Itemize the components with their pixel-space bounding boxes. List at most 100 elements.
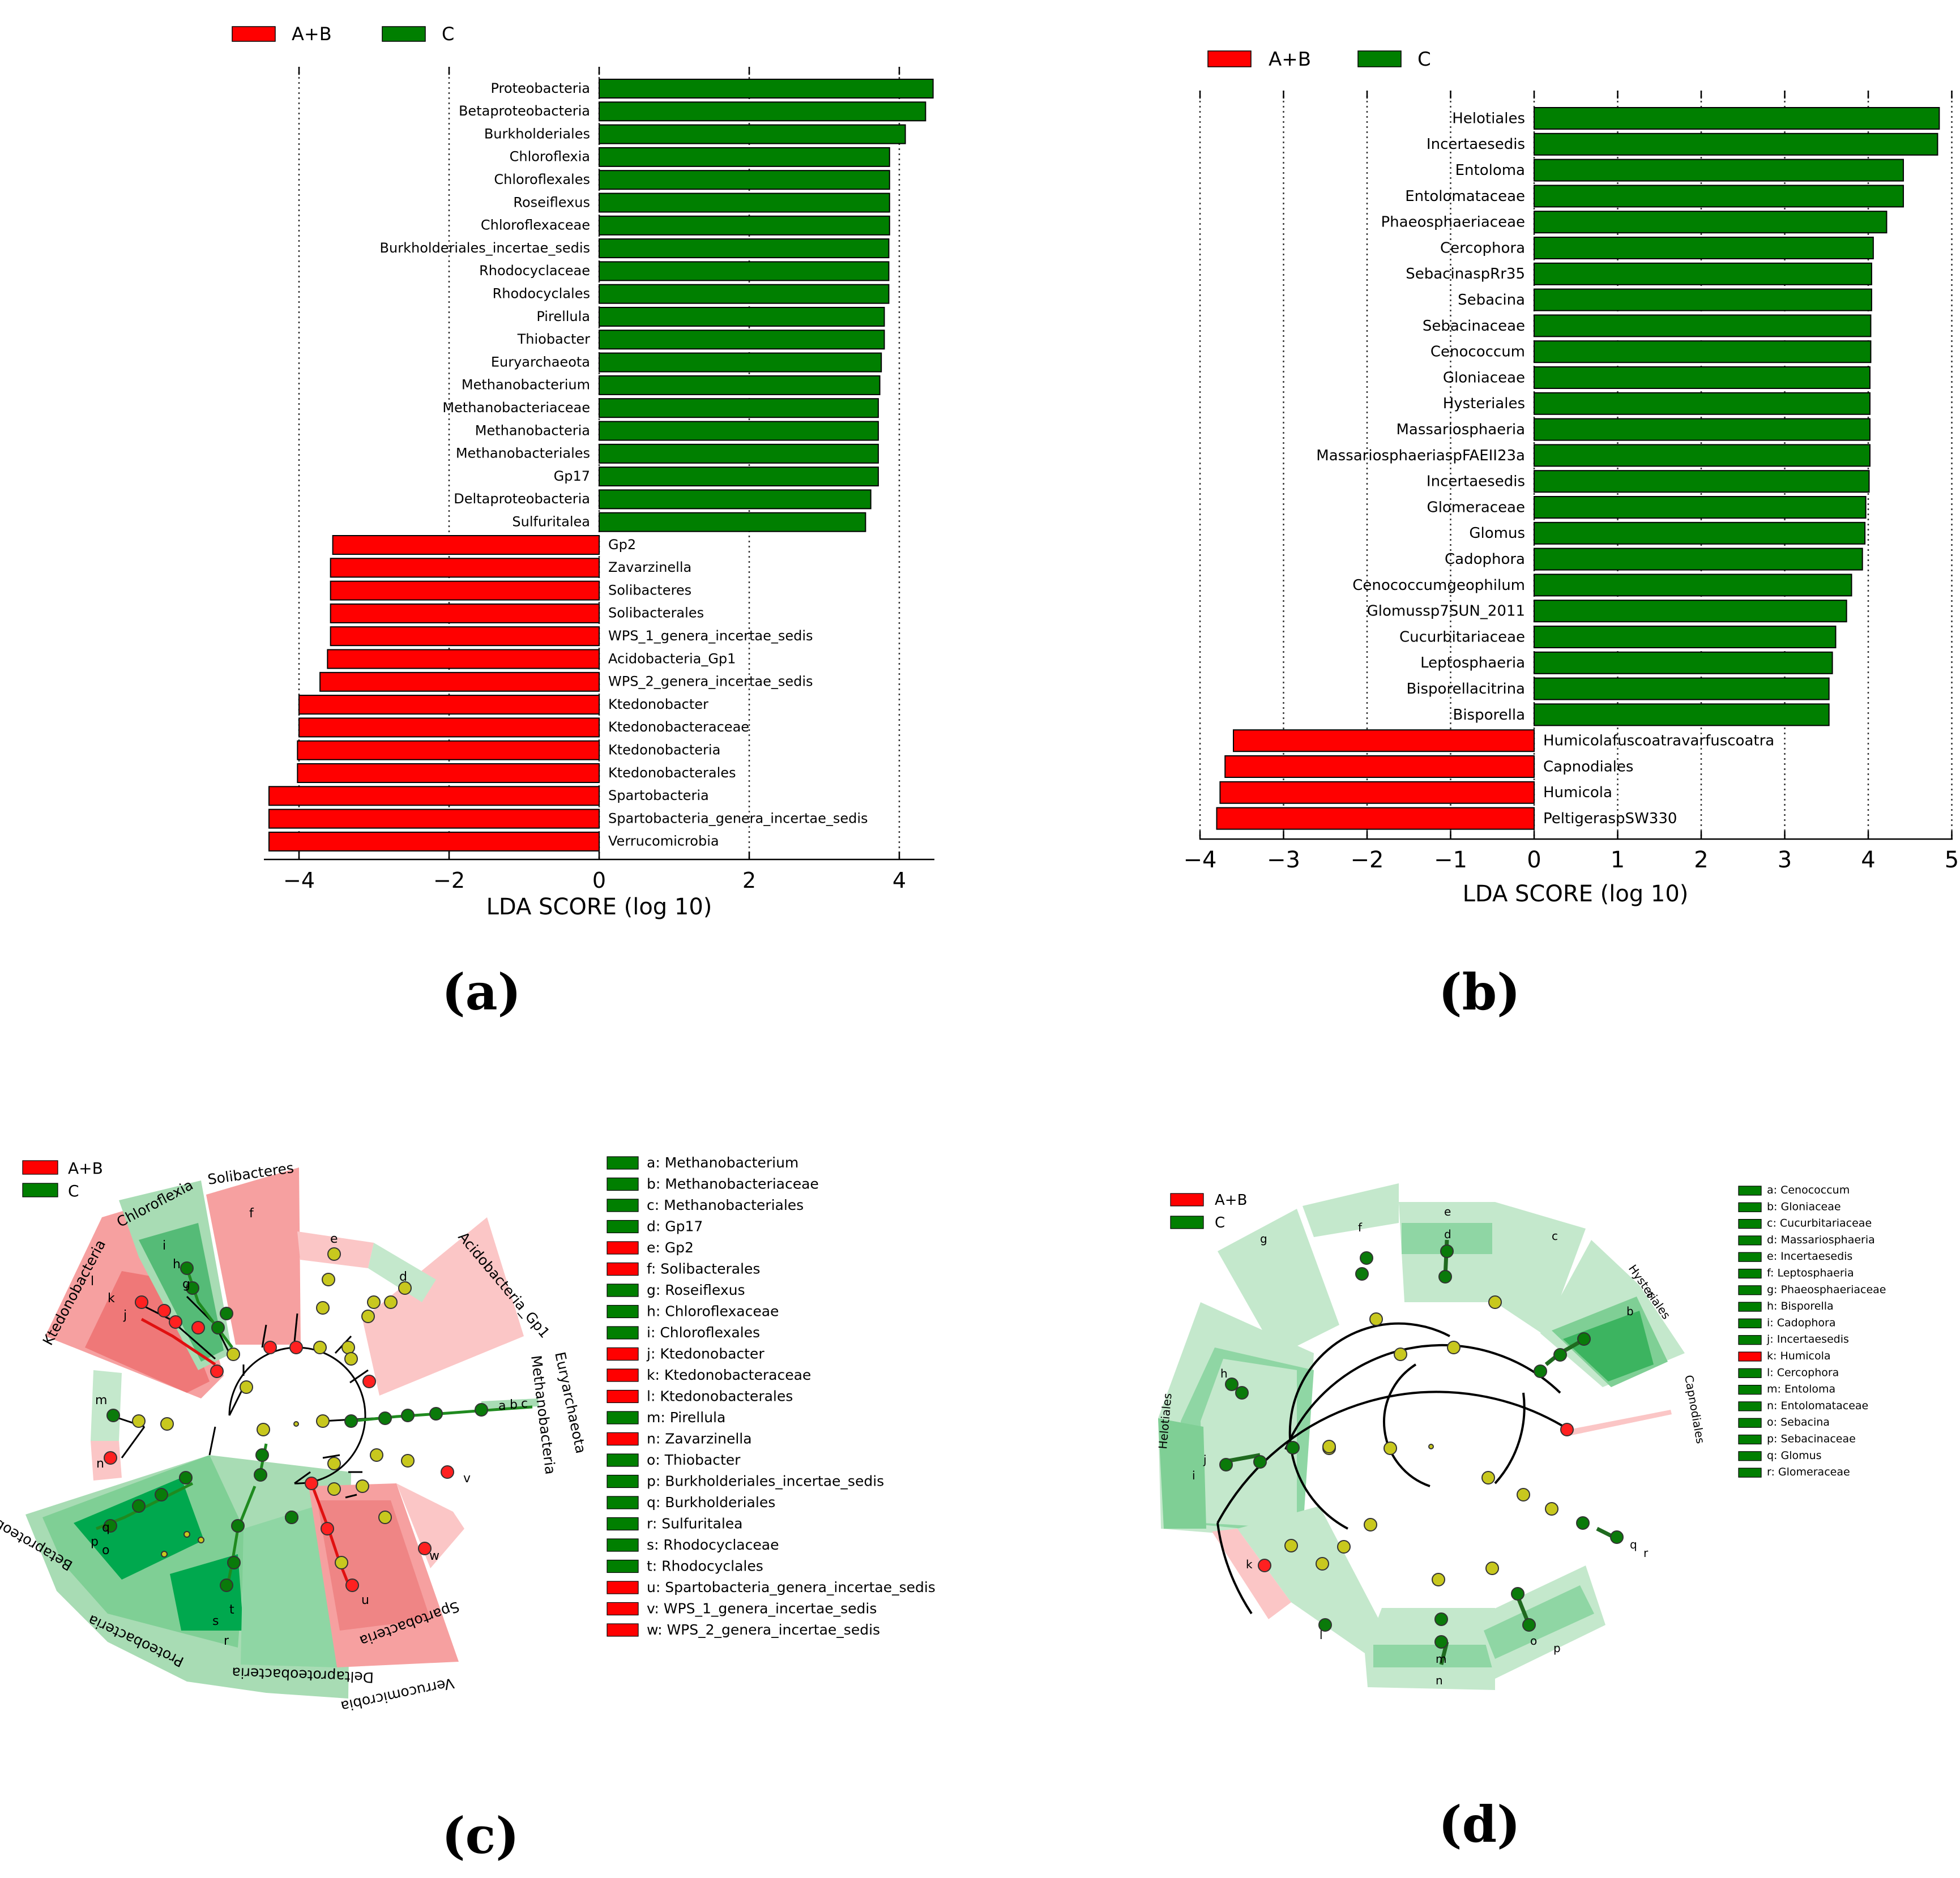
bar-label: Solibacteres <box>608 582 691 598</box>
bar <box>1534 418 1871 441</box>
bar-label: Incertaesedis <box>1427 136 1525 153</box>
node-letter: k <box>108 1291 115 1306</box>
bar <box>319 671 600 692</box>
bar-label: Ktedonobacteraceae <box>608 719 749 735</box>
bar-label: SebacinaspRr35 <box>1406 266 1525 283</box>
taxa-legend-swatch <box>1738 1202 1762 1212</box>
sector-acidobacteria-gp1 <box>362 1217 524 1396</box>
bar-label: Proteobacteria <box>491 80 591 96</box>
taxa-legend-swatch <box>607 1347 639 1361</box>
taxa-legend-label: k: Humicola <box>1767 1350 1831 1362</box>
taxa-legend-label: o: Sebacina <box>1767 1416 1830 1428</box>
node-letter: n <box>96 1457 104 1471</box>
taxa-legend-swatch <box>607 1517 639 1531</box>
taxa-legend-label: b: Gloniaceae <box>1767 1200 1841 1213</box>
legend-swatch-c <box>382 26 426 42</box>
bar <box>268 808 600 829</box>
node-letter: c <box>1552 1229 1558 1243</box>
bar <box>1534 288 1872 311</box>
bar-label: Glomeraceae <box>1427 499 1525 516</box>
bar <box>599 489 872 510</box>
taxa-legend-label: m: Pirellula <box>647 1409 725 1426</box>
panel-a-chart: A+B C Proteobacteria Betaproteobacteria Bu… <box>232 23 934 920</box>
taxa-legend-label: h: Bisporella <box>1767 1300 1834 1312</box>
node-letter: r <box>1643 1546 1649 1560</box>
bar-label: Deltaproteobacteria <box>454 491 590 507</box>
bar <box>599 421 879 441</box>
x-tick-label: 5 <box>1945 847 1959 873</box>
bar <box>327 649 600 669</box>
bar <box>1534 159 1904 182</box>
taxa-legend-label: l: Ktedonobacterales <box>647 1388 793 1405</box>
node-letter: h <box>173 1257 181 1272</box>
node-letter: p <box>1553 1641 1561 1655</box>
node-letters: f i h g l k j e d m n a b c v w u q p o … <box>91 1207 528 1648</box>
bar-label: Humicolafuscoatravarfuscoatra <box>1543 733 1774 750</box>
node-letter: d <box>1444 1227 1451 1241</box>
taxa-legend-swatch <box>607 1432 639 1446</box>
bar-label: Capnodiales <box>1543 758 1633 775</box>
bar-label: Rhodocyclales <box>493 285 590 301</box>
bar-label: Methanobacteria <box>475 422 590 438</box>
taxa-legend-swatch <box>607 1304 639 1319</box>
taxa-legend-label: o: Thiobacter <box>647 1452 741 1468</box>
legend-swatch-ab <box>232 26 276 42</box>
x-tick-label: −2 <box>1351 847 1384 873</box>
node-letter: g <box>1260 1232 1267 1246</box>
clado-nodes <box>104 1247 488 1592</box>
panel-label-b: (b) <box>1438 962 1521 1021</box>
sector-spartobacteria-inner <box>317 1500 430 1631</box>
bar <box>599 467 879 487</box>
bar-label: Entolomataceae <box>1405 188 1525 205</box>
node-letter: w <box>429 1549 439 1563</box>
clado-legend-swatch-ab <box>22 1160 58 1175</box>
bar <box>599 352 882 373</box>
bar-label: Cadophora <box>1445 551 1525 568</box>
bar-label: Rhodocyclaceae <box>479 263 590 279</box>
bar-label: Entoloma <box>1455 162 1525 179</box>
taxa-legend-label: f: Solibacterales <box>647 1261 760 1277</box>
clado-legend-swatch-c <box>22 1183 58 1197</box>
taxa-legend-swatch <box>1738 1318 1762 1328</box>
sector-capnodiales <box>1569 1410 1672 1435</box>
taxa-legend-label: b: Methanobacteriaceae <box>647 1176 819 1192</box>
bar <box>1534 600 1847 623</box>
bar <box>268 786 600 806</box>
taxa-legend-label: j: Ktedonobacter <box>646 1346 765 1362</box>
node-letter: v <box>463 1471 471 1486</box>
bar-label: Glomus <box>1469 525 1525 542</box>
taxa-legend-swatch <box>1738 1335 1762 1345</box>
legend-label-ab: A+B <box>1269 48 1311 71</box>
bars: Helotiales Incertaesedis Entoloma Entolomat… <box>1216 107 1940 830</box>
bar <box>599 330 885 350</box>
taxa-legend-label: e: Gp2 <box>647 1239 694 1256</box>
bar <box>599 307 885 327</box>
bar <box>298 695 600 715</box>
node-letter: j <box>1203 1453 1207 1466</box>
taxa-legend-swatch <box>1738 1385 1762 1395</box>
bar-label: Cercophora <box>1440 239 1525 256</box>
panel-label-a: (a) <box>442 962 522 1021</box>
node-letter: i <box>163 1239 166 1253</box>
clado-legend-swatch-ab <box>1170 1193 1204 1207</box>
bar-label: Bisporella <box>1453 707 1525 724</box>
clado-legend-label-c: C <box>68 1182 79 1200</box>
bar <box>1534 185 1904 208</box>
taxa-legend-swatch <box>1738 1468 1762 1478</box>
x-tick-label: −4 <box>283 868 315 893</box>
taxa-legend-label: p: Burkholderiales_incertae_sedis <box>647 1473 884 1490</box>
bar-label: Ktedonobacter <box>608 696 708 712</box>
taxa-legend-label: u: Spartobacteria_genera_incertae_sedis <box>647 1579 936 1595</box>
taxa-legend-swatch <box>607 1284 639 1297</box>
bar <box>599 375 881 395</box>
bar <box>1534 470 1870 493</box>
bar <box>599 215 890 236</box>
taxa-legend-label: e: Incertaesedis <box>1767 1250 1852 1263</box>
taxa-legend-swatch <box>607 1241 639 1255</box>
bar <box>1534 677 1830 700</box>
taxa-legend-swatch <box>607 1581 639 1594</box>
node-letter: l <box>91 1274 94 1289</box>
bar <box>1534 366 1871 389</box>
node-letter: t <box>229 1603 234 1617</box>
legend-label-c: C <box>1417 48 1431 71</box>
